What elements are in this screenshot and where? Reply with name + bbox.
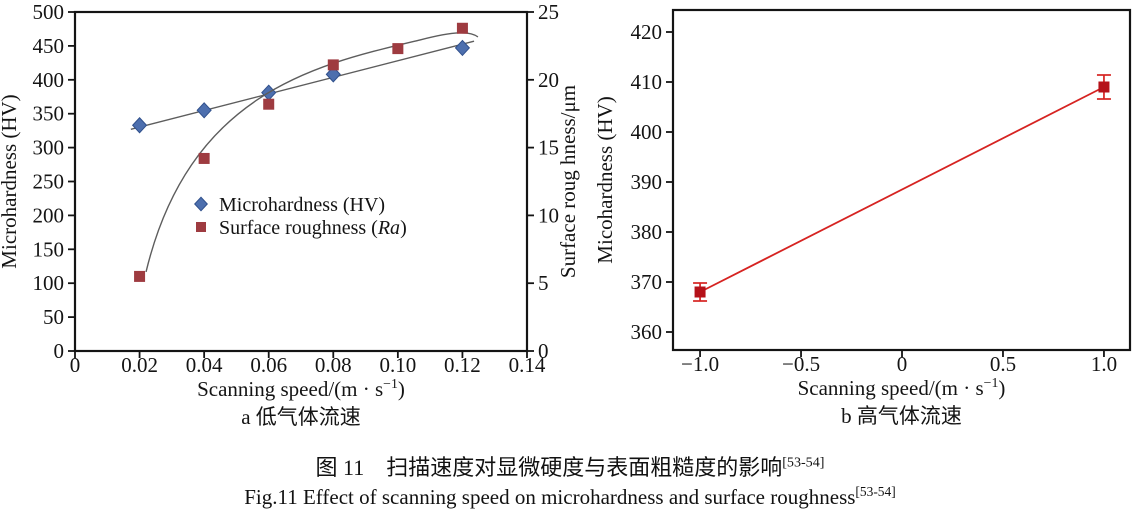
subcaption-b: b 高气体流速 [841,404,962,428]
svg-text:300: 300 [33,136,65,160]
plot-box-b [671,8,1132,352]
svg-text:0.08: 0.08 [315,353,352,377]
svg-text:360: 360 [631,320,663,344]
x-axis-a: 0 0.02 0.04 0.06 0.08 0.10 0.12 0.14 [70,351,546,377]
y-axis-label-left-a: Microhardness (HV) [0,94,21,268]
svg-text:0: 0 [897,352,908,376]
subcaption-a: a 低气体流速 [241,405,361,429]
svg-text:−0.5: −0.5 [782,352,820,376]
svg-text:0.02: 0.02 [121,353,158,377]
svg-text:1.0: 1.0 [1091,352,1117,376]
svg-text:5: 5 [538,271,549,295]
legend-a: Microhardness (HV)Surface roughness (Ra) [194,194,407,239]
y-axis-label-left-b: Micohardness (HV) [593,96,617,263]
svg-text:10: 10 [538,203,559,227]
svg-text:370: 370 [631,270,663,294]
figure-caption-zh-text: 图 11 扫描速度对显微硬度与表面粗糙度的影响 [315,455,783,480]
svg-text:350: 350 [33,102,65,126]
figure-caption-zh: 图 11 扫描速度对显微硬度与表面粗糙度的影响[53-54] [0,450,1140,482]
svg-text:390: 390 [631,170,663,194]
plot-box-a [73,10,529,353]
svg-text:50: 50 [43,305,64,329]
svg-text:420: 420 [631,20,663,44]
figure-caption-en: Fig.11 Effect of scanning speed on micro… [0,484,1140,510]
chart-b: −1.0 −0.5 0 0.5 1.0 360 370 380 390 400 410 420 Mico… [593,8,1132,428]
svg-text:0: 0 [54,339,65,363]
y-axis-label-right-a: Surface roug hness/μm [556,85,580,278]
svg-text:150: 150 [33,237,65,261]
x-axis-label-b: Scanning speed/(m · s−1) [798,375,1006,400]
svg-text:0.14: 0.14 [509,353,546,377]
svg-text:500: 500 [33,0,65,24]
series-b-0 [693,74,1111,302]
x-axis-label-a: Scanning speed/(m · s−1) [197,376,405,401]
svg-text:25: 25 [538,0,559,24]
y-axis-left-b: 360 370 380 390 400 410 420 [631,20,673,344]
svg-text:0: 0 [538,339,549,363]
svg-text:−1.0: −1.0 [681,352,719,376]
series-a-0 [130,39,475,134]
svg-text:380: 380 [631,220,663,244]
svg-text:Microhardness (HV): Microhardness (HV) [219,194,385,216]
svg-text:410: 410 [631,70,663,94]
chart-a: 0 0.02 0.04 0.06 0.08 0.10 0.12 0.1405010015020… [0,0,580,429]
svg-text:Surface roughness (Ra): Surface roughness (Ra) [219,217,407,239]
svg-text:200: 200 [33,203,65,227]
svg-text:0.06: 0.06 [250,353,287,377]
connect-line-b [699,86,1105,293]
y-axis-left-a: 0 50 100 150 200 250 300 350 400 450 500 [33,0,75,363]
svg-text:250: 250 [33,170,65,194]
svg-text:0: 0 [70,353,81,377]
svg-text:0.04: 0.04 [186,353,223,377]
figure-caption-en-text: Fig.11 Effect of scanning speed on micro… [244,485,856,509]
svg-text:0.12: 0.12 [444,353,481,377]
trend-a-0 [130,40,475,130]
svg-text:15: 15 [538,136,559,160]
svg-text:20: 20 [538,68,559,92]
series-a-1 [134,22,479,282]
figure-caption-en-ref: [53-54] [855,484,896,499]
figure-caption-zh-ref: [53-54] [782,454,825,471]
svg-text:400: 400 [33,68,65,92]
svg-text:0.5: 0.5 [990,352,1016,376]
svg-text:400: 400 [631,120,663,144]
y-axis-right-a: 0 5 10 15 20 25 [527,0,559,363]
charts-canvas: 0 0.02 0.04 0.06 0.08 0.10 0.12 0.1405010015020… [0,0,1132,429]
x-axis-b: −1.0 −0.5 0 0.5 1.0 [681,350,1117,376]
svg-text:0.10: 0.10 [379,353,416,377]
svg-text:450: 450 [33,34,65,58]
svg-text:100: 100 [33,271,65,295]
